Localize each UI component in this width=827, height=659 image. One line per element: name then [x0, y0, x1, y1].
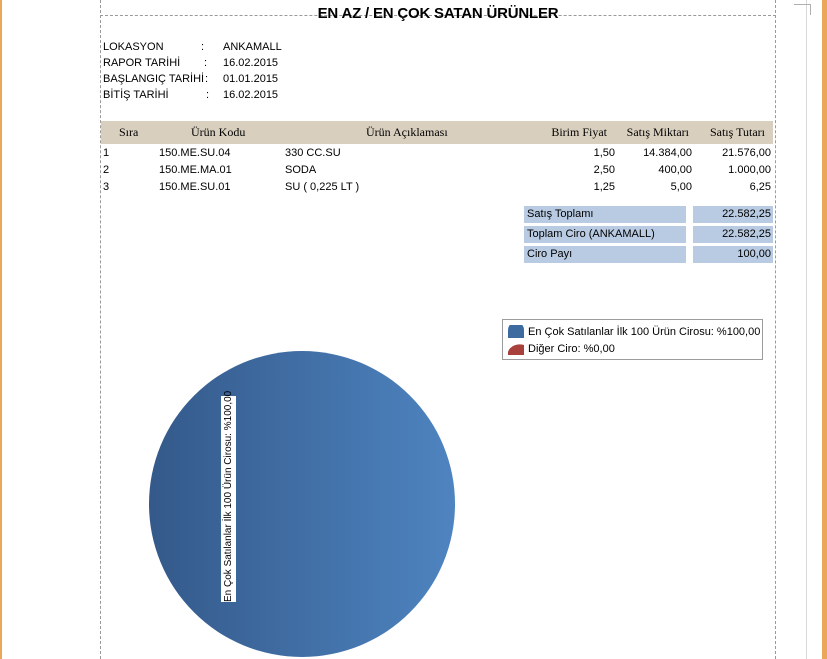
pie-slice-top-products [149, 351, 455, 657]
table-row: 2 150.ME.MA.01 SODA 2,50 400,00 1.000,00 [101, 162, 773, 179]
cell-urun-kodu: 150.ME.SU.04 [159, 147, 231, 159]
blue-pie-icon [508, 325, 524, 338]
meta-value: 16.02.2015 [223, 89, 279, 101]
cell-satis-tutari: 21.576,00 [722, 147, 771, 159]
column-header-urun-aciklamasi: Ürün Açıklaması [366, 125, 448, 139]
summary-label-ciro-payi: Ciro Payı [524, 246, 686, 263]
column-header-satis-miktari: Satış Miktarı [626, 125, 689, 139]
summary-label-satis-toplami: Satış Toplamı [524, 206, 686, 223]
top-margin-guide [100, 15, 776, 16]
red-pie-icon [508, 344, 524, 355]
table-header: Sıra Ürün Kodu Ürün Açıklaması Birim Fiy… [101, 121, 773, 144]
cell-birim-fiyat: 1,50 [593, 147, 615, 159]
cell-satis-tutari: 1.000,00 [728, 164, 771, 176]
pie-slice-label: En Çok Satılanlar İlk 100 Ürün Cirosu: %… [221, 390, 236, 602]
page-right-margin [806, 0, 823, 659]
summary-label-toplam-ciro: Toplam Ciro (ANKAMALL) [524, 226, 686, 243]
column-header-birim-fiyat: Birim Fiyat [551, 125, 607, 139]
right-margin-guide [775, 0, 776, 659]
cell-satis-miktari: 5,00 [670, 181, 692, 193]
cell-birim-fiyat: 1,25 [593, 181, 615, 193]
summary-value-satis-toplami: 22.582,25 [693, 206, 773, 223]
column-header-urun-kodu: Ürün Kodu [191, 125, 246, 139]
report-title: EN AZ / EN ÇOK SATAN ÜRÜNLER [317, 5, 559, 22]
pie-slices [149, 351, 455, 657]
summary-value-ciro-payi: 100,00 [693, 246, 773, 263]
meta-value: 16.02.2015 [223, 57, 279, 69]
cell-urun-aciklamasi: SODA [285, 164, 317, 176]
cell-urun-kodu: 150.ME.MA.01 [159, 164, 232, 176]
cell-satis-miktari: 14.384,00 [643, 147, 692, 159]
cell-sira: 3 [103, 181, 110, 193]
legend-label: En Çok Satılanlar İlk 100 Ürün Cirosu: %… [528, 326, 761, 338]
meta-separator: : [205, 73, 209, 85]
meta-separator: : [201, 41, 205, 53]
column-header-satis-tutari: Satış Tutarı [709, 125, 765, 139]
window-right-edge [822, 0, 827, 659]
meta-key: LOKASYON [103, 41, 164, 53]
chart-legend: En Çok Satılanlar İlk 100 Ürün Cirosu: %… [502, 319, 763, 360]
left-margin-guide [100, 0, 101, 659]
cell-urun-kodu: 150.ME.SU.01 [159, 181, 231, 193]
column-header-sira: Sıra [119, 125, 139, 139]
cell-sira: 1 [103, 147, 110, 159]
cell-urun-aciklamasi: SU ( 0,225 LT ) [285, 181, 360, 193]
meta-value: 01.01.2015 [223, 73, 279, 85]
cell-satis-tutari: 6,25 [749, 181, 771, 193]
meta-value: ANKAMALL [223, 41, 282, 53]
cell-satis-miktari: 400,00 [658, 164, 692, 176]
table-row: 1 150.ME.SU.04 330 CC.SU 1,50 14.384,00 … [101, 145, 773, 162]
meta-key: BAŞLANGIÇ TARİHİ [103, 73, 205, 85]
table-row: 3 150.ME.SU.01 SU ( 0,225 LT ) 1,25 5,00… [101, 179, 773, 196]
meta-separator: : [204, 57, 208, 69]
window-left-edge [0, 0, 2, 659]
page-corner-marker [794, 4, 811, 15]
pie-slice-label-text: En Çok Satılanlar İlk 100 Ürün Cirosu: %… [221, 390, 236, 602]
meta-key: RAPOR TARİHİ [103, 57, 181, 69]
summary-value-toplam-ciro: 22.582,25 [693, 226, 773, 243]
cell-sira: 2 [103, 164, 110, 176]
cell-urun-aciklamasi: 330 CC.SU [285, 147, 341, 159]
legend-label: Diğer Ciro: %0,00 [528, 343, 615, 355]
meta-key: BİTİŞ TARİHİ [103, 89, 169, 101]
cell-birim-fiyat: 2,50 [593, 164, 615, 176]
meta-separator: : [206, 89, 210, 101]
